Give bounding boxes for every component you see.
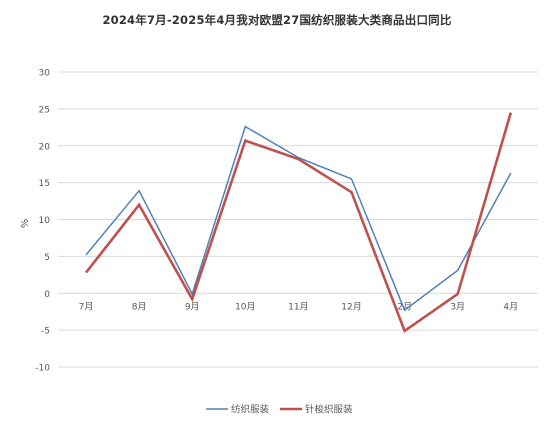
y-tick-label: 15 bbox=[39, 179, 50, 189]
series-line-2 bbox=[84, 112, 513, 333]
x-axis-ticks: 7月 8月 9月 10月 11月 12月 2月 3月 4月 bbox=[79, 301, 519, 312]
x-tick-label: 9月 bbox=[185, 301, 200, 312]
gridlines bbox=[58, 71, 538, 368]
x-tick-label: 8月 bbox=[132, 301, 147, 312]
y-tick-label: -10 bbox=[35, 364, 50, 374]
x-tick-label: 3月 bbox=[450, 301, 465, 312]
y-tick-label: 0 bbox=[44, 290, 50, 300]
series-line-1 bbox=[85, 125, 512, 312]
series-lines bbox=[84, 112, 513, 333]
y-tick-label: 5 bbox=[44, 253, 50, 263]
y-tick-label: 20 bbox=[39, 142, 51, 152]
x-tick-label: 2月 bbox=[397, 301, 412, 312]
y-tick-label: 25 bbox=[39, 105, 50, 115]
y-tick-label: 10 bbox=[39, 216, 51, 226]
x-tick-label: 11月 bbox=[288, 301, 308, 312]
legend-label: 纺织服装 bbox=[231, 404, 270, 416]
x-tick-label: 7月 bbox=[79, 301, 94, 312]
y-tick-label: 30 bbox=[39, 69, 51, 79]
x-tick-label: 4月 bbox=[503, 301, 518, 312]
x-tick-label: 12月 bbox=[341, 301, 361, 312]
chart-title: 2024年7月-2025年4月我对欧盟27国纺织服装大类商品出口同比 bbox=[102, 13, 452, 27]
y-axis-ticks: -10 -5 0 5 10 15 20 25 30 bbox=[35, 69, 50, 374]
x-tick-label: 10月 bbox=[235, 301, 255, 312]
y-tick-label: -5 bbox=[41, 327, 50, 337]
legend: 纺织服装 针梭织服装 bbox=[206, 404, 353, 416]
legend-label: 针梭织服装 bbox=[305, 404, 353, 416]
y-axis-label: % bbox=[20, 219, 31, 229]
